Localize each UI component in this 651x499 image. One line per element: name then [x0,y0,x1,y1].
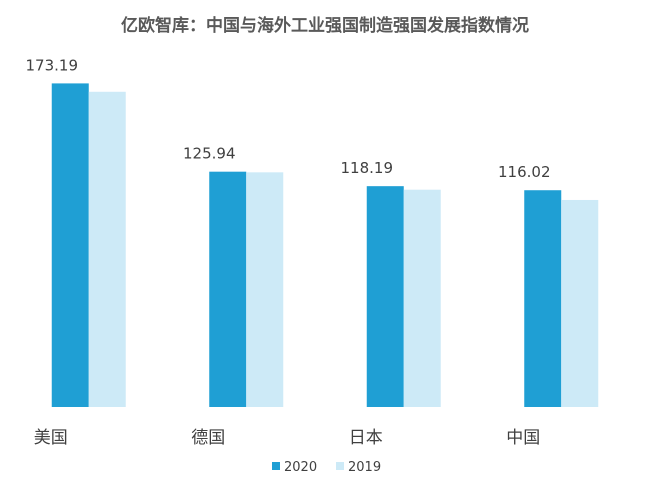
data-labels-group: 173.19 125.94 118.19 116.02 [26,56,551,181]
data-label-1: 125.94 [183,145,236,163]
bar-2020-2 [366,186,404,407]
bar-2019-3 [561,199,599,407]
category-label-2: 日本 [349,428,383,448]
bar-2019-0 [88,91,126,407]
chart-title: 亿欧智库：中国与海外工业强国制造强国发展指数情况 [121,15,529,36]
category-label-3: 中国 [506,428,540,448]
data-label-2: 118.19 [341,159,394,177]
legend-swatch-2020 [272,462,280,470]
bar-2020-3 [524,190,562,407]
legend-swatch-2019 [336,462,344,470]
bar-2019-2 [403,189,441,407]
bar-2020-1 [209,171,247,407]
legend-label-2019: 2019 [348,460,381,475]
bar-2019-1 [246,172,284,407]
legend-label-2020: 2020 [284,460,317,475]
bars-group [51,83,599,408]
category-label-1: 德国 [191,428,225,448]
legend: 2020 2019 [272,460,381,475]
category-labels-group: 美国 德国 日本 中国 [34,428,541,448]
data-label-0: 173.19 [26,56,79,74]
data-label-3: 116.02 [498,163,551,181]
category-label-0: 美国 [34,428,68,448]
bar-2020-0 [51,83,89,408]
